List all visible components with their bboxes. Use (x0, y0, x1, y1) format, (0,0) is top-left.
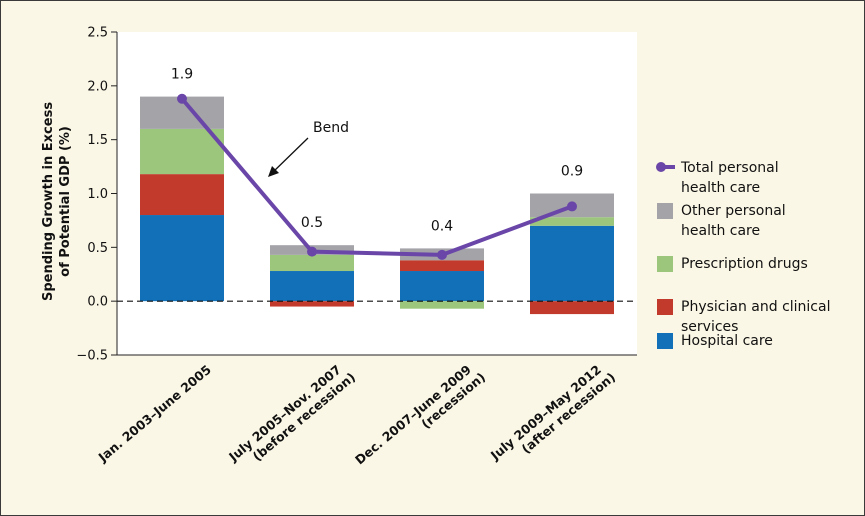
bar-segment (140, 174, 224, 216)
total-point (437, 249, 447, 260)
bar-segment (270, 301, 354, 307)
x-category-label-line: July 2009–May 2012 (487, 362, 604, 464)
y-tick-label: 0.0 (87, 295, 108, 310)
legend-label: Prescription drugs (681, 256, 808, 272)
annotation-label: Bend (313, 120, 349, 136)
y-tick-label: 0.5 (87, 241, 108, 256)
bar-segment (270, 271, 354, 302)
bar-segment (270, 254, 354, 272)
y-tick-label: 2.5 (87, 26, 108, 41)
total-line (180, 97, 573, 257)
x-category-label-line: Jan. 2003–June 2005 (95, 362, 214, 466)
x-category-label-line: (before recession) (250, 369, 359, 463)
legend-label: Physician and clinical (681, 299, 830, 315)
bar-segment (530, 225, 614, 302)
y-tick-label: 2.0 (87, 79, 108, 94)
y-tick-label: 1.0 (87, 187, 108, 202)
bar-segment (530, 301, 614, 315)
x-category-label-line: July 2005–Nov. 2007 (225, 362, 344, 465)
legend-label: health care (681, 223, 760, 239)
bar-segment (400, 301, 484, 309)
bar-segment (140, 128, 224, 175)
total-point (307, 246, 317, 257)
legend-swatch (657, 203, 673, 219)
data-label: 1.9 (171, 67, 193, 83)
legend-swatch (657, 333, 673, 349)
legend-swatch (657, 256, 673, 272)
y-axis-label: of Potential GDP (%) (58, 126, 73, 277)
total-point (567, 201, 577, 212)
legend-label: Hospital care (681, 333, 773, 349)
x-category-label: Dec. 2007–June 2009(recession) (352, 362, 488, 468)
bar-segment (140, 215, 224, 302)
legend-label: Total personal (680, 160, 779, 176)
x-category-label: July 2005–Nov. 2007(before recession) (225, 362, 359, 465)
y-tick-label: −0.5 (76, 349, 108, 364)
annotation-arrow-line (271, 137, 309, 174)
x-category-label-line: Dec. 2007–June 2009 (352, 362, 474, 468)
legend-label: health care (681, 180, 760, 196)
x-category-label: July 2009–May 2012(after recession) (487, 362, 618, 464)
bar-segment (400, 260, 484, 272)
y-axis-label: Spending Growth in Excess (41, 102, 56, 301)
x-category-label: Jan. 2003–June 2005 (95, 362, 214, 466)
legend-swatch (657, 299, 673, 315)
data-label: 0.9 (561, 164, 583, 180)
data-label: 0.5 (301, 215, 323, 231)
bar-segment (530, 217, 614, 226)
y-tick-label: 1.5 (87, 133, 108, 148)
legend-swatch (656, 162, 666, 172)
legend-label: Other personal (681, 203, 786, 219)
total-point (177, 93, 187, 104)
bar-segment (400, 271, 484, 302)
data-label: 0.4 (431, 218, 453, 234)
annotation-arrowhead (268, 166, 279, 177)
legend-label: services (681, 319, 738, 335)
